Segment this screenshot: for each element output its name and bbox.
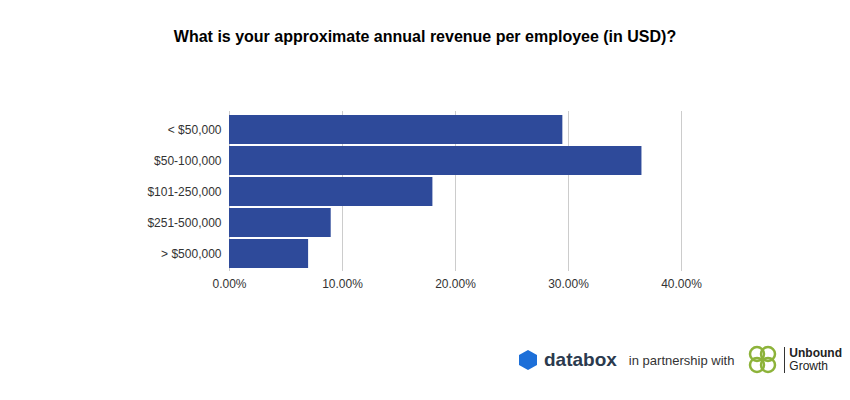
- svg-text:0.00%: 0.00%: [212, 277, 246, 291]
- svg-text:10.00%: 10.00%: [322, 277, 363, 291]
- svg-text:> $500,000: > $500,000: [161, 247, 222, 261]
- html-text:What is your approximate annua: What is your approximate annual revenue …: [173, 28, 677, 45]
- svg-text:20.00%: 20.00%: [435, 277, 476, 291]
- html-text:in partnership with: in partnership with: [628, 352, 735, 368]
- html-text:databox: databox: [544, 349, 617, 370]
- html-text:Unbound: Unbound: [789, 346, 842, 360]
- svg-text:30.00%: 30.00%: [548, 277, 589, 291]
- html-text:Growth: Growth: [789, 359, 828, 373]
- svg-text:$101-250,000: $101-250,000: [147, 185, 221, 199]
- svg-text:$50-100,000: $50-100,000: [154, 154, 222, 168]
- svg-text:40.00%: 40.00%: [661, 277, 702, 291]
- svg-text:< $50,000: < $50,000: [168, 123, 222, 137]
- svg-text:$251-500,000: $251-500,000: [147, 216, 221, 230]
